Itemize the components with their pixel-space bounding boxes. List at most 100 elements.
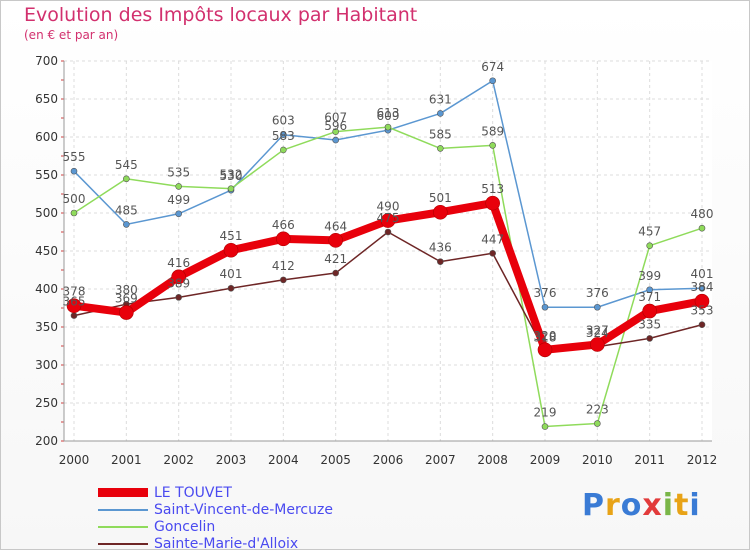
- data-label-0: 327: [586, 323, 609, 337]
- data-label-3: 318: [534, 330, 557, 344]
- data-point-1: [70, 167, 78, 175]
- data-point-2: [437, 145, 444, 152]
- data-label-3: 412: [272, 259, 295, 273]
- legend-swatch: [98, 542, 148, 545]
- data-label-0: 501: [429, 191, 452, 205]
- x-tick-label: 2007: [425, 453, 456, 467]
- y-tick-label: 550: [35, 168, 58, 182]
- data-label-3: 365: [63, 295, 86, 309]
- data-point-2: [541, 423, 549, 430]
- data-point-2: [594, 420, 601, 427]
- data-label-0: 490: [377, 200, 400, 214]
- data-label-2: 535: [167, 165, 190, 179]
- data-point-2: [384, 123, 392, 131]
- x-tick-label: 2009: [530, 453, 561, 467]
- y-tick-label: 500: [35, 206, 58, 220]
- data-point-2: [489, 142, 496, 149]
- logo-letter: o: [620, 488, 643, 523]
- data-label-0: 378: [63, 285, 86, 299]
- data-point-2: [175, 183, 182, 190]
- data-point-0: [380, 213, 396, 228]
- data-label-1: 596: [324, 119, 347, 133]
- data-label-2: 457: [638, 225, 661, 239]
- data-label-2: 583: [272, 129, 295, 143]
- data-label-0: 451: [220, 229, 243, 243]
- data-label-2: 589: [481, 124, 504, 138]
- data-label-2: 585: [429, 127, 452, 141]
- x-tick-label: 2002: [163, 453, 194, 467]
- x-tick-label: 2006: [373, 453, 404, 467]
- data-label-0: 369: [115, 292, 138, 306]
- y-tick-label: 700: [35, 54, 58, 68]
- chart-title: Evolution des Impôts locaux par Habitant: [24, 4, 418, 26]
- data-label-1: 376: [534, 286, 557, 300]
- y-tick-label: 350: [35, 320, 58, 334]
- y-tick-label: 450: [35, 244, 58, 258]
- data-label-0: 464: [324, 219, 347, 233]
- legend-label: Sainte-Marie-d'Alloix: [154, 535, 299, 552]
- data-point-1: [646, 286, 653, 294]
- legend-item: Goncelin: [98, 518, 333, 535]
- data-label-2: 607: [324, 111, 347, 125]
- legend-item: Sainte-Marie-d'Alloix: [98, 535, 333, 552]
- data-point-1: [698, 284, 706, 292]
- data-point-2: [332, 128, 339, 135]
- logo-letter: r: [605, 488, 621, 523]
- data-point-1: [541, 303, 549, 311]
- y-tick-label: 600: [35, 130, 58, 144]
- data-point-1: [175, 210, 182, 218]
- data-point-0: [119, 305, 134, 320]
- data-point-1: [594, 303, 601, 311]
- x-tick-label: 2005: [320, 453, 351, 467]
- legend-label: Saint-Vincent-de-Mercuze: [154, 501, 333, 518]
- data-point-3: [332, 269, 339, 277]
- data-label-1: 499: [167, 193, 190, 207]
- data-label-1: 485: [115, 203, 138, 217]
- data-label-1: 376: [586, 286, 609, 300]
- data-label-1: 674: [481, 60, 504, 74]
- data-point-3: [437, 258, 444, 265]
- legend-label: Goncelin: [154, 518, 216, 535]
- data-label-0: 320: [534, 329, 557, 343]
- data-label-2: 480: [691, 207, 714, 221]
- legend-swatch: [98, 525, 148, 528]
- data-label-3: 447: [481, 232, 504, 246]
- data-label-2: 545: [115, 158, 138, 172]
- data-label-3: 475: [377, 211, 400, 225]
- data-point-3: [384, 228, 392, 236]
- x-tick-label: 2004: [268, 453, 299, 467]
- data-point-0: [66, 298, 82, 314]
- data-label-3: 421: [324, 252, 347, 266]
- data-label-3: 389: [167, 276, 190, 290]
- data-point-0: [276, 231, 291, 247]
- logo-letter: x: [642, 488, 663, 523]
- data-point-0: [485, 195, 500, 211]
- data-label-0: 466: [272, 218, 295, 232]
- logo-letter: i: [662, 488, 675, 523]
- y-tick-label: 200: [35, 434, 58, 448]
- x-tick-label: 2000: [59, 453, 90, 467]
- data-label-1: 401: [691, 267, 714, 281]
- data-point-2: [227, 185, 235, 192]
- data-point-0: [694, 293, 710, 309]
- y-tick-label: 650: [35, 92, 58, 106]
- logo-letter: i: [689, 488, 701, 523]
- data-point-3: [227, 284, 235, 292]
- data-label-2: 219: [534, 406, 557, 420]
- y-tick-label: 250: [35, 396, 58, 410]
- data-label-3: 401: [220, 267, 243, 281]
- x-tick-label: 2008: [477, 453, 508, 467]
- data-label-0: 384: [691, 280, 714, 294]
- logo-letter: t: [674, 488, 690, 523]
- data-point-3: [175, 294, 182, 301]
- x-tick-label: 2001: [111, 453, 142, 467]
- data-label-3: 380: [115, 283, 138, 297]
- data-point-3: [489, 249, 496, 257]
- data-label-0: 513: [481, 182, 504, 196]
- data-label-2: 500: [63, 192, 86, 206]
- data-point-3: [70, 312, 78, 319]
- data-label-1: 631: [429, 92, 452, 106]
- data-point-0: [590, 337, 605, 352]
- data-label-1: 399: [638, 269, 661, 283]
- data-point-3: [646, 335, 653, 342]
